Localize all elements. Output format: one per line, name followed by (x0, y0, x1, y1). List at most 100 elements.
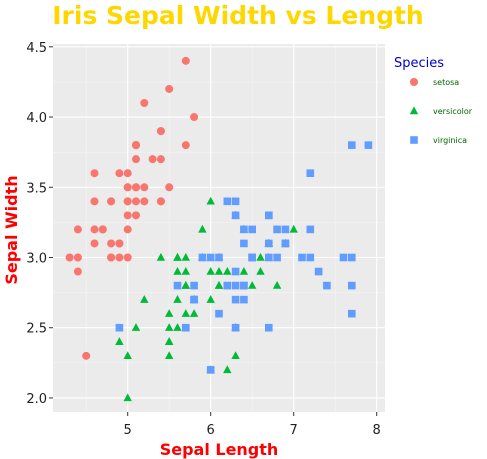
setosa-point (123, 169, 132, 178)
virginica-point (306, 253, 315, 262)
setosa-point (90, 169, 99, 178)
setosa-point (123, 197, 132, 206)
virginica-point (223, 197, 232, 206)
x-tick-label: 8 (373, 423, 381, 438)
virginica-point (298, 253, 306, 262)
virginica-point (240, 239, 248, 248)
virginica-point (231, 295, 240, 304)
legend-label-setosa: setosa (433, 78, 459, 87)
legend-label-virginica: virginica (433, 136, 467, 145)
x-axis-title: Sepal Length (160, 440, 279, 459)
setosa-point (73, 253, 82, 262)
y-axis-title: Sepal Width (2, 175, 21, 284)
setosa-point (90, 225, 99, 234)
y-tick-label: 4.5 (26, 41, 47, 56)
versicolor-point (115, 337, 124, 345)
setosa-point (107, 239, 116, 248)
virginica-point (348, 253, 356, 262)
versicolor-point (256, 252, 265, 261)
virginica-point (173, 281, 182, 290)
chart-title: Iris Sepal Width vs Length (52, 1, 423, 30)
virginica-point (240, 295, 248, 304)
setosa-point (132, 183, 140, 192)
virginica-point (265, 211, 273, 220)
versicolor-point (123, 393, 132, 402)
plot-panel (53, 44, 385, 412)
virginica-point (348, 141, 356, 149)
versicolor-point (140, 295, 149, 303)
versicolor-point (173, 323, 182, 331)
legend: Species setosa versicolor virginica (394, 56, 473, 145)
virginica-point (248, 225, 256, 234)
versicolor-point (181, 266, 190, 275)
setosa-point (181, 141, 190, 150)
virginica-point (231, 211, 240, 220)
setosa-point (156, 155, 165, 164)
legend-key-versicolor (409, 106, 419, 115)
x-tick-label: 6 (207, 423, 215, 438)
virginica-point (115, 323, 124, 332)
versicolor-point (181, 309, 190, 317)
versicolor-point (165, 351, 174, 360)
virginica-point (348, 309, 356, 318)
setosa-point (90, 239, 99, 248)
setosa-point (140, 183, 149, 192)
setosa-point (115, 253, 124, 262)
setosa-point (132, 211, 140, 220)
versicolor-point (181, 280, 190, 289)
y-tick-label: 4.0 (26, 111, 47, 126)
virginica-point (240, 225, 248, 234)
virginica-point (273, 225, 281, 234)
versicolor-point (206, 196, 215, 205)
versicolor-point (165, 309, 174, 317)
setosa-point (73, 225, 82, 234)
setosa-point (132, 197, 140, 206)
versicolor-point (289, 224, 298, 233)
setosa-point (123, 253, 132, 262)
versicolor-point (181, 252, 190, 261)
virginica-point (265, 239, 273, 248)
virginica-point (231, 323, 240, 332)
setosa-point (190, 113, 199, 122)
virginica-point (273, 253, 281, 262)
virginica-point (265, 253, 273, 262)
setosa-point (115, 169, 124, 178)
y-tick-label: 2.0 (26, 392, 47, 407)
versicolor-point (156, 252, 166, 261)
setosa-point (123, 183, 132, 192)
setosa-point (98, 225, 107, 234)
versicolor-point (206, 266, 215, 275)
versicolor-point (272, 280, 282, 289)
versicolor-point (123, 351, 132, 360)
virginica-point (323, 281, 331, 290)
versicolor-point (173, 252, 182, 261)
setosa-point (148, 155, 157, 164)
legend-title: Species (394, 56, 444, 71)
virginica-point (182, 323, 190, 332)
legend-key-virginica (410, 136, 418, 144)
setosa-point (165, 84, 174, 93)
virginica-point (306, 169, 315, 178)
setosa-point (123, 211, 132, 220)
virginica-point (306, 225, 315, 234)
setosa-point (156, 197, 165, 206)
y-tick-label: 3.0 (26, 251, 47, 266)
virginica-point (339, 253, 348, 262)
virginica-point (231, 197, 240, 206)
setosa-point (156, 127, 165, 136)
virginica-point (265, 323, 273, 332)
virginica-point (348, 281, 356, 290)
setosa-point (82, 351, 91, 360)
versicolor-point (165, 337, 174, 345)
virginica-point (281, 225, 290, 234)
data-points (65, 56, 373, 402)
virginica-point (206, 366, 215, 374)
virginica-point (198, 253, 207, 262)
setosa-point (165, 183, 174, 192)
virginica-point (231, 267, 240, 276)
y-tick-label: 2.5 (26, 322, 47, 337)
virginica-point (364, 141, 373, 149)
setosa-point (132, 155, 140, 164)
versicolor-point (206, 295, 215, 303)
